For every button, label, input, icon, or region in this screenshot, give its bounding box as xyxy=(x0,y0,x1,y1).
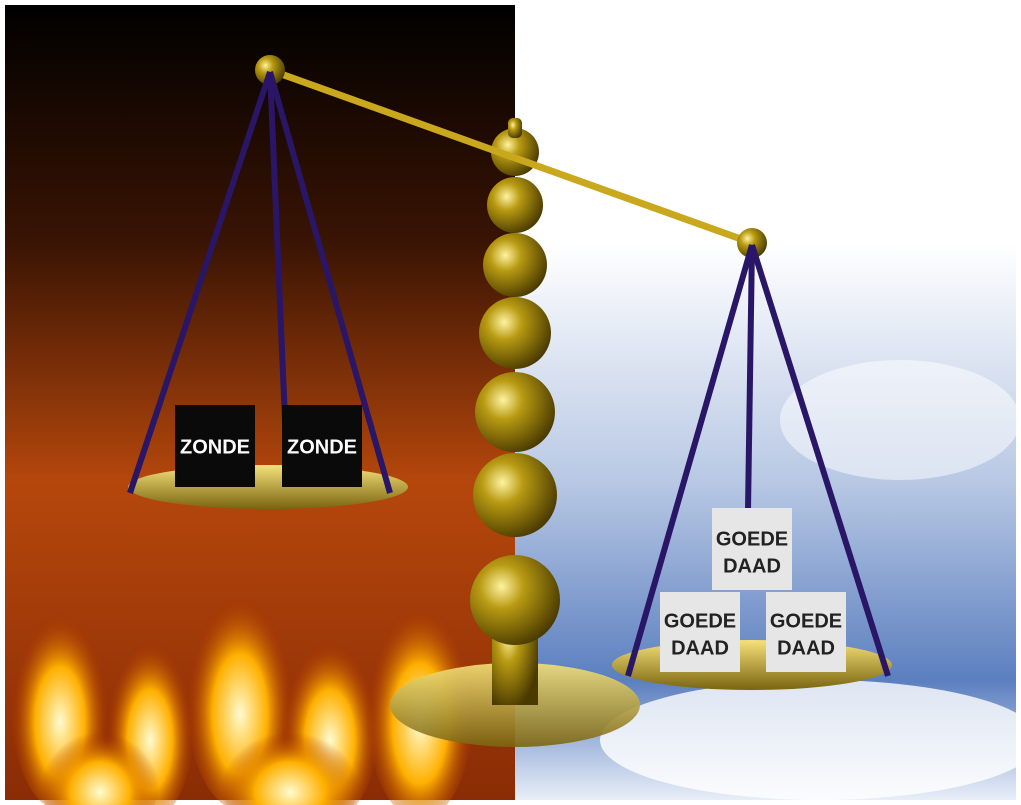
good-deed-block: GOEDE DAAD xyxy=(660,592,740,672)
block-label: GOEDE xyxy=(770,610,842,632)
block-label: DAAD xyxy=(723,555,781,577)
sin-block: ZONDE xyxy=(282,405,362,487)
block-label: GOEDE xyxy=(716,528,788,550)
good-deed-block: GOEDE DAAD xyxy=(766,592,846,672)
block-label: ZONDE xyxy=(287,436,357,458)
sin-block: ZONDE xyxy=(175,405,255,487)
block-label: DAAD xyxy=(671,637,729,659)
block-label: DAAD xyxy=(777,637,835,659)
good-deed-block: GOEDE DAAD xyxy=(712,508,792,590)
block-label: GOEDE xyxy=(664,610,736,632)
block-label: ZONDE xyxy=(180,436,250,458)
scale-illustration: ZONDE ZONDE GOEDE DAAD GOEDE DAAD GOEDE … xyxy=(0,0,1021,805)
page: ZONDE ZONDE GOEDE DAAD GOEDE DAAD GOEDE … xyxy=(0,0,1021,805)
